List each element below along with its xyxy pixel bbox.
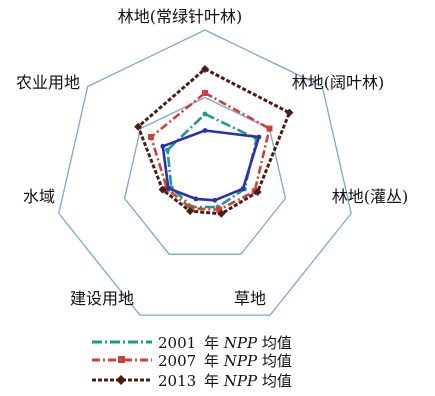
legend-item-2013: 2013 年 NPP 均值 [92,372,292,390]
axis-label-construction-land: 建设用地 [70,289,134,308]
series-point-2013-6 [134,122,143,131]
svg-text:2013 年 NPP: 2013 年 NPP 均值 [158,372,292,390]
legend-marker-2013 [116,375,126,385]
axis-label-agricultural-land: 农业用地 [16,73,80,92]
series-point-extra-3-0 [202,128,208,133]
axis-label-broadleaf: 林地(阔叶林) [292,73,385,92]
axis-label-shrub: 林地(灌丛) [332,187,409,206]
series-point-2007-3 [216,206,223,213]
legend: 2001 年 NPP 均值 2007 年 NPP 均值 2013 年 NPP [92,334,292,390]
legend-tail-2007: 均值 [262,352,292,370]
series-point-extra-3-4 [193,196,199,202]
series-point-2013-2 [253,188,262,197]
series-line-2013 [136,67,291,216]
series-line-2007 [149,91,271,211]
grid-ring-1 [123,96,287,255]
legend-tail-2001: 均值 [262,334,292,352]
legend-marker-2007 [118,356,125,363]
series-line-extra-3 [161,129,261,202]
legend-item-2007: 2007 年 NPP 均值 [92,352,292,370]
series-point-2001-6 [165,147,170,153]
series-point-extra-3-6 [160,143,166,149]
legend-npp-2001: NPP [223,334,258,352]
series-point-2013-1 [285,108,294,117]
series-point-2013-3 [217,209,226,218]
series-point-extra-3-1 [256,134,262,140]
legend-tail-2013: 均值 [262,372,292,390]
legend-year-char: 年 [204,372,219,390]
legend-year-char: 年 [204,334,219,352]
axis-label-water: 水域 [23,187,55,206]
svg-text:2001 年 NPP: 2001 年 NPP 均值 [158,334,292,352]
svg-text:2007 年 NPP: 2007 年 NPP 均值 [158,352,292,370]
legend-year-2007: 2007 [158,352,196,370]
series-point-2007-1 [266,125,273,132]
radar-grid [58,29,352,316]
series-point-extra-3-5 [166,185,171,191]
axis-label-grassland: 草地 [234,289,266,308]
legend-item-2001: 2001 年 NPP 均值 [92,334,292,352]
series-point-2007-0 [202,90,208,96]
legend-year-2013: 2013 [158,372,196,390]
series-point-2001-0 [202,111,208,117]
series-point-2013-4 [186,207,195,216]
grid-ring-2 [58,29,352,316]
series-point-2013-0 [201,65,209,73]
series-point-2007-6 [148,133,155,140]
axis-label-evergreen-conifer: 林地(常绿针叶林) [118,7,243,26]
radar-series-group [134,65,294,218]
legend-year-2001: 2001 [158,334,196,352]
series-line-2001 [166,112,258,209]
series-point-2007-4 [188,205,195,212]
legend-npp-2007: NPP [223,352,258,370]
legend-npp-2013: NPP [223,372,258,390]
series-point-extra-3-2 [240,186,246,192]
series-point-extra-3-3 [212,197,218,203]
legend-year-char: 年 [204,352,219,370]
series-point-2013-5 [158,185,167,194]
